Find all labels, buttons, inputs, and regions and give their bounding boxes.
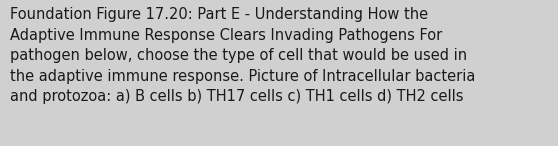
Text: Foundation Figure 17.20: Part E - Understanding How the
Adaptive Immune Response: Foundation Figure 17.20: Part E - Unders… [10, 7, 475, 104]
